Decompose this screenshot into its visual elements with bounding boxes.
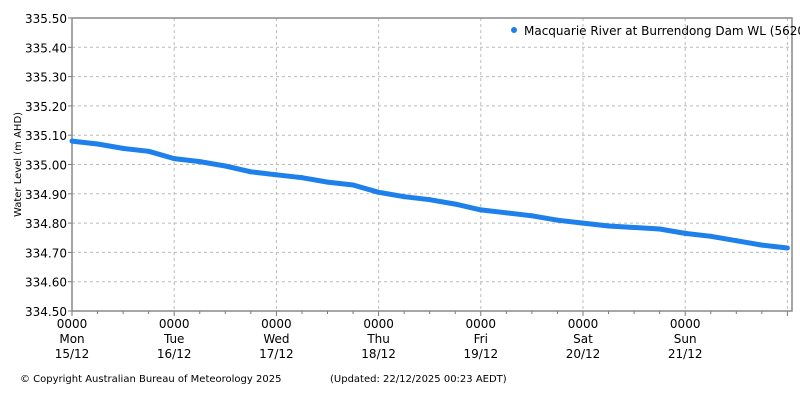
y-tick-label: 335.00 — [25, 159, 67, 173]
data-point — [273, 172, 279, 178]
data-point — [222, 163, 228, 169]
y-tick-label: 335.40 — [25, 41, 67, 55]
data-point — [478, 207, 484, 213]
data-point — [325, 179, 330, 185]
legend-label: Macquarie River at Burrendong Dam WL (56… — [524, 24, 800, 38]
series-line — [71, 138, 788, 251]
data-point — [120, 145, 126, 151]
x-tick-day: Mon — [59, 332, 84, 346]
y-tick-label: 335.10 — [25, 129, 67, 143]
x-tick-day: Tue — [163, 332, 185, 346]
data-point — [146, 148, 152, 154]
x-tick-time: 0000 — [261, 317, 292, 331]
x-tick-day: Thu — [366, 332, 390, 346]
y-axis-label: Water Level (m AHD) — [13, 112, 24, 217]
data-point — [631, 224, 637, 230]
data-point — [733, 238, 739, 244]
data-point — [197, 159, 203, 165]
data-point — [401, 194, 407, 200]
legend-marker — [511, 27, 517, 33]
y-tick-label: 335.50 — [25, 12, 67, 26]
x-tick-date: 17/12 — [259, 347, 294, 361]
x-tick-date: 21/12 — [668, 347, 703, 361]
x-tick-time: 0000 — [159, 317, 190, 331]
data-point — [606, 223, 612, 229]
x-tick-time: 0000 — [670, 317, 701, 331]
data-point — [784, 245, 790, 251]
updated-text: (Updated: 22/12/2025 00:23 AEDT) — [330, 374, 507, 385]
data-point — [376, 189, 382, 195]
x-tick-date: 18/12 — [361, 347, 396, 361]
x-tick-date: 16/12 — [157, 347, 192, 361]
data-point — [759, 242, 765, 248]
data-point — [529, 213, 535, 219]
data-point — [427, 197, 433, 203]
data-point — [95, 141, 101, 147]
water-level-chart: 334.50 334.60 334.70 334.80 334.90 335.00 335.… — [13, 12, 800, 361]
y-tick-label: 334.50 — [25, 305, 67, 319]
data-point — [69, 138, 75, 144]
data-point — [452, 201, 458, 207]
x-tick-time: 0000 — [466, 317, 497, 331]
data-point — [580, 220, 586, 226]
data-point — [503, 210, 509, 216]
x-tick-day: Sat — [573, 332, 593, 346]
data-point — [657, 226, 663, 232]
data-point — [350, 182, 356, 188]
data-point — [682, 230, 688, 236]
y-tick-label: 335.20 — [25, 100, 67, 114]
x-tick-date: 15/12 — [55, 347, 90, 361]
x-tick-date: 20/12 — [566, 347, 601, 361]
copyright-text: © Copyright Australian Bureau of Meteoro… — [20, 374, 282, 385]
data-point — [171, 156, 177, 162]
x-tick-date: 19/12 — [464, 347, 499, 361]
x-tick-day: Sun — [674, 332, 697, 346]
y-tick-label: 334.70 — [25, 246, 67, 260]
data-point — [248, 169, 254, 175]
y-tick-label: 334.60 — [25, 276, 67, 290]
data-point — [554, 217, 560, 223]
x-tick-time: 0000 — [568, 317, 599, 331]
data-point — [299, 175, 305, 181]
x-tick-day: Wed — [263, 332, 289, 346]
y-tick-label: 334.80 — [25, 217, 67, 231]
data-point — [708, 233, 714, 239]
x-tick-day: Fri — [474, 332, 488, 346]
plot-frame — [71, 17, 793, 312]
x-tick-time: 0000 — [57, 317, 88, 331]
x-tick-time: 0000 — [363, 317, 394, 331]
y-tick-label: 335.30 — [25, 71, 67, 85]
y-tick-label: 334.90 — [25, 188, 67, 202]
